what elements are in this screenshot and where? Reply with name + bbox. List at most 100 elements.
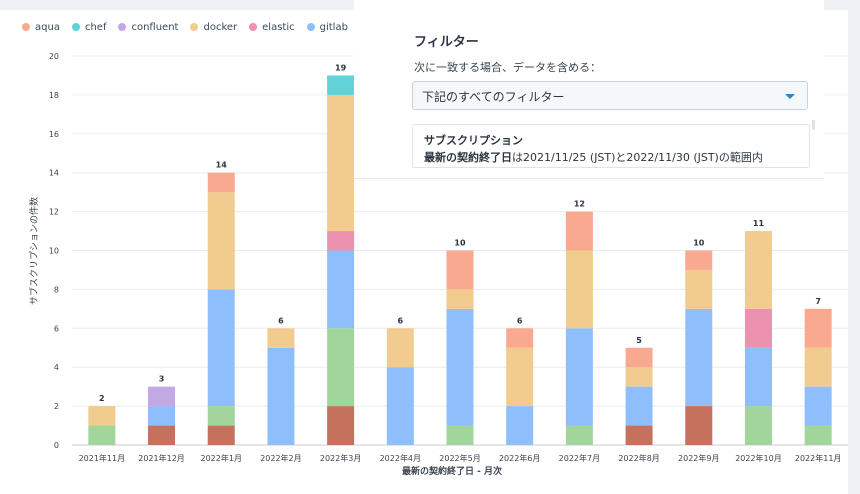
y-tick-label: 10 (49, 247, 59, 256)
y-tick-label: 12 (49, 208, 59, 217)
filter-match-select[interactable]: 下記のすべてのフィルター (412, 81, 808, 110)
bar-segment-docker[interactable] (446, 289, 474, 309)
bar-segment-gitlab[interactable] (506, 406, 534, 445)
legend-label: docker (203, 21, 238, 33)
bar-segment-docker[interactable] (744, 231, 772, 309)
bar-segment-gitlab[interactable] (804, 386, 832, 426)
bar-segment-series-1[interactable] (804, 425, 832, 445)
bar-segment-docker[interactable] (506, 347, 534, 407)
legend-item-elastic[interactable]: elastic (249, 21, 295, 33)
bar-total-label: 3 (159, 375, 165, 384)
bar-total-label: 6 (517, 316, 523, 325)
legend-swatch (306, 23, 315, 31)
bar-segment-aqua[interactable] (207, 172, 235, 193)
legend-item-confluent[interactable]: confluent (118, 22, 178, 33)
bar-segment-series-1[interactable] (207, 406, 235, 426)
bar-segment-docker[interactable] (565, 250, 593, 329)
legend-swatch (118, 23, 127, 31)
bar-segment-docker[interactable] (685, 269, 713, 309)
bar-segment-series-1[interactable] (565, 425, 593, 445)
bar-segment-chef[interactable] (327, 75, 355, 95)
bar-segment-gitlab[interactable] (744, 347, 772, 407)
filter-subtitle: 次に一致する場合、データを含める： (414, 61, 601, 74)
x-axis: 2021年11月 2021年12月 2022年1月 2022年2月 2022年3月 202… (79, 453, 842, 463)
bar-segment-docker[interactable] (88, 406, 116, 426)
x-tick-label: 2022年5月 (439, 453, 480, 463)
bar-segment-docker[interactable] (327, 94, 355, 232)
x-tick-label: 2022年3月 (320, 453, 361, 463)
bar-total-label: 6 (278, 316, 284, 325)
bar-segment-gitlab[interactable] (267, 347, 295, 445)
bar-segment-gitlab[interactable] (446, 308, 474, 426)
caret-down-icon (785, 94, 795, 99)
filter-condition-range: は2021/11/25 (JST)と2022/11/30 (JST)の範囲内 (512, 151, 763, 164)
legend-label: gitlab (319, 21, 348, 33)
bar-segment-confluent[interactable] (148, 386, 176, 407)
bars (88, 75, 832, 445)
bar-segment-gitlab[interactable] (685, 308, 713, 407)
bar-segment-aqua[interactable] (685, 250, 713, 270)
legend-label: elastic (262, 21, 295, 33)
popover-edge (812, 120, 815, 130)
filter-match-select-value: 下記のすべてのフィルター (422, 90, 565, 104)
y-tick-label: 0 (54, 441, 59, 450)
legend-item-gitlab[interactable]: gitlab (306, 21, 348, 33)
bar-segment-series-0[interactable] (327, 406, 355, 445)
bar-segment-series-0[interactable] (148, 425, 176, 445)
bar-segment-docker[interactable] (804, 347, 832, 387)
x-tick-label: 2022年2月 (260, 453, 301, 463)
legend-label: aqua (35, 21, 60, 33)
bar-segment-docker[interactable] (207, 192, 235, 290)
bar-total-label: 19 (335, 63, 347, 72)
bar-segment-gitlab[interactable] (565, 328, 593, 426)
bar-total-label: 2 (99, 394, 105, 403)
x-tick-label: 2022年11月 (795, 453, 842, 463)
filter-condition-title: サブスクリプション (424, 134, 523, 147)
y-axis: 0 2 4 6 8 10 12 14 16 18 20 (49, 52, 59, 450)
bar-segment-series-0[interactable] (625, 425, 653, 445)
bar-segment-series-0[interactable] (207, 425, 235, 445)
bar-segment-gitlab[interactable] (386, 367, 414, 445)
bar-segment-aqua[interactable] (625, 347, 653, 368)
bar-segment-gitlab[interactable] (327, 250, 355, 329)
bar-segment-series-1[interactable] (446, 425, 474, 445)
bar-segment-aqua[interactable] (446, 250, 474, 290)
bar-segment-gitlab[interactable] (207, 289, 235, 407)
bar-segment-series-0[interactable] (685, 406, 713, 445)
bar-total-label: 12 (574, 200, 585, 209)
x-tick-label: 2022年10月 (735, 453, 782, 463)
bar-segment-docker[interactable] (386, 328, 414, 368)
bar-segment-elastic[interactable] (327, 231, 355, 251)
bar-segment-series-1[interactable] (88, 425, 116, 445)
x-tick-label: 2022年4月 (380, 453, 421, 463)
bar-segment-aqua[interactable] (506, 328, 534, 348)
y-axis-label: サブスクリプションの件数 (28, 197, 40, 305)
filter-condition-field: 最新の契約終了日 (424, 151, 512, 164)
bar-segment-series-1[interactable] (327, 328, 355, 407)
y-tick-label: 4 (54, 363, 59, 372)
bar-segment-series-1[interactable] (744, 406, 772, 445)
x-tick-label: 2022年7月 (559, 453, 600, 463)
bar-segment-docker[interactable] (625, 367, 653, 387)
y-tick-label: 20 (49, 52, 59, 61)
total-labels: 2 3 14 6 19 6 10 6 12 5 10 11 7 (99, 63, 821, 403)
filter-popover: フィルター 次に一致する場合、データを含める： 下記のすべてのフィルター サブス… (354, 0, 824, 179)
bar-segment-gitlab[interactable] (148, 406, 176, 426)
bar-segment-aqua[interactable] (804, 308, 832, 348)
bar-segment-docker[interactable] (267, 328, 295, 348)
legend-item-chef[interactable]: chef (71, 22, 106, 33)
bar-segment-aqua[interactable] (565, 211, 593, 251)
bar-segment-elastic[interactable] (744, 308, 772, 348)
x-tick-label: 2021年12月 (138, 453, 185, 463)
x-tick-label: 2021年11月 (79, 453, 126, 463)
bar-total-label: 10 (454, 239, 466, 248)
legend-item-aqua[interactable]: aqua (22, 22, 60, 33)
bar-segment-gitlab[interactable] (625, 386, 653, 426)
x-tick-label: 2022年1月 (201, 453, 242, 463)
bar-total-label: 11 (753, 219, 765, 228)
legend: aqua chef confluent docker elastic gitlab (22, 19, 348, 35)
filter-condition-card[interactable]: サブスクリプション 最新の契約終了日は2021/11/25 (JST)と2022… (412, 124, 810, 168)
legend-item-docker[interactable]: docker (190, 22, 237, 33)
y-tick-label: 6 (54, 324, 59, 333)
